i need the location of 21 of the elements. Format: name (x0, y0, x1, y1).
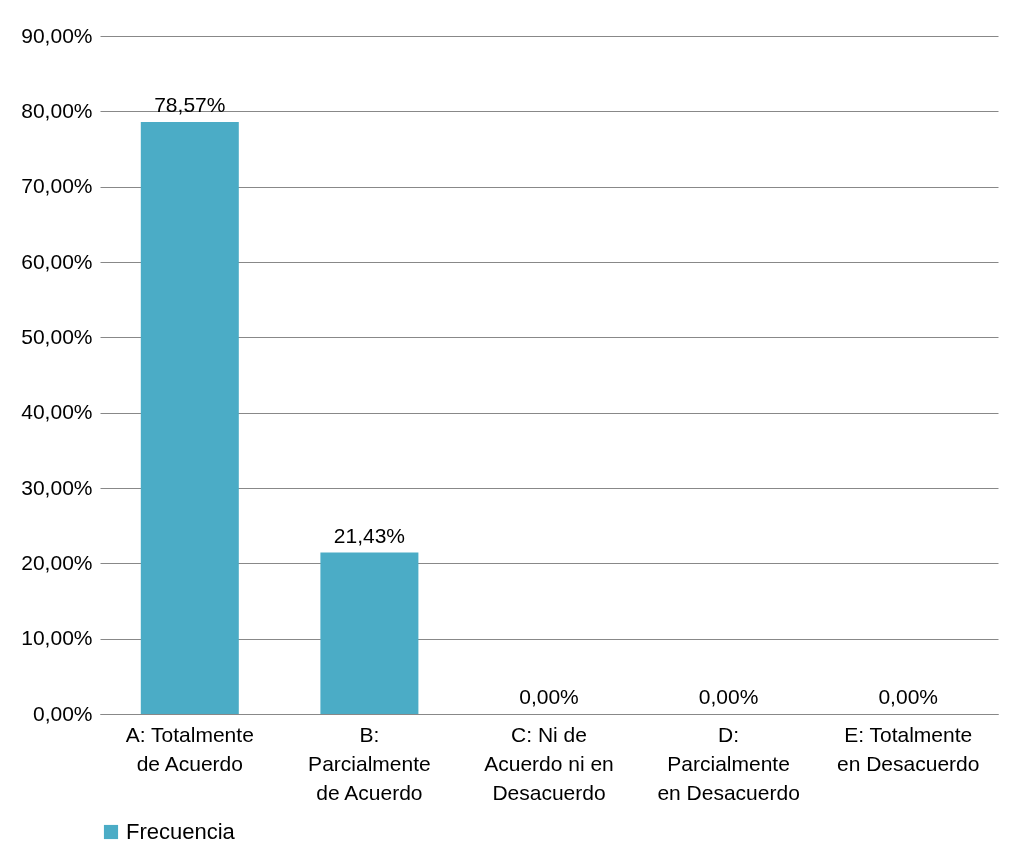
data-label: 0,00% (519, 685, 579, 708)
y-tick-label: 10,00% (21, 626, 93, 650)
y-tick-label: 60,00% (21, 249, 93, 273)
y-tick-label: 40,00% (21, 400, 93, 424)
x-tick-label: B: Parcialmente de Acuerdo (308, 722, 431, 804)
y-tick-label: 90,00% (21, 23, 93, 47)
y-tick-label: 30,00% (21, 475, 93, 499)
x-tick-label: E: Totalmente en Desacuerdo (836, 722, 980, 775)
x-tick-label: C: Ni de Acuerdo ni en Desacuerdo (484, 722, 614, 804)
data-label: 0,00% (878, 685, 938, 708)
x-tick-label: D: Parcialmente en Desacuerdo (657, 722, 800, 804)
y-tick-label: 20,00% (21, 550, 93, 574)
y-tick-label: 70,00% (21, 174, 93, 198)
y-tick-label: 0,00% (32, 701, 93, 725)
legend-label: Frecuencia (126, 819, 236, 844)
data-label: 21,43% (333, 523, 406, 547)
y-tick-label: 50,00% (21, 324, 93, 348)
data-label: 0,00% (698, 685, 759, 708)
x-tick-label: A: Totalmente de Acuerdo (125, 722, 254, 775)
data-label: 78,57% (154, 93, 226, 117)
y-tick-label: 80,00% (21, 98, 93, 122)
